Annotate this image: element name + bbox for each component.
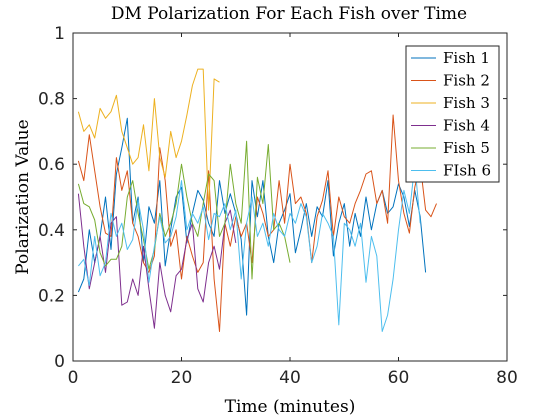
series-line-4 [77,193,237,329]
x-axis-label: Time (minutes) [225,397,356,417]
y-axis-label: Polarization Value [13,119,33,274]
series-line-1 [77,117,427,316]
y-tick-label: 0.8 [38,90,65,110]
series-line-3 [77,68,220,211]
x-tick-label: 60 [388,368,410,388]
legend-label-2: Fish 2 [443,72,490,90]
x-tick-label: 40 [279,368,301,388]
legend-label-5: Fish 5 [443,139,490,157]
legend-label-6: FIsh 6 [443,162,491,180]
series-line-5 [77,140,291,280]
y-tick-label: 0.6 [38,155,65,175]
x-tick-label: 20 [171,368,193,388]
y-tick-label: 0 [54,352,65,372]
y-tick-label: 0.2 [38,286,65,306]
legend-box [405,45,500,183]
axis-ticks: 0 20 40 60 80 0 0.2 0.4 0.6 0.8 1 [38,24,518,388]
plot-lines [77,68,437,332]
series-line-2 [77,114,437,332]
legend: Fish 1 Fish 2 Fish 3 Fish 4 Fish 5 FIsh 6 [405,45,500,183]
y-tick-label: 1 [54,24,65,44]
legend-label-3: Fish 3 [443,94,490,112]
x-tick-label: 80 [496,368,518,388]
series-line-6 [78,163,421,332]
legend-label-4: Fish 4 [443,117,490,135]
y-tick-label: 0.4 [38,221,65,241]
x-tick-label: 0 [68,368,79,388]
legend-label-1: Fish 1 [443,49,490,67]
chart-title: DM Polarization For Each Fish over Time [111,4,467,24]
